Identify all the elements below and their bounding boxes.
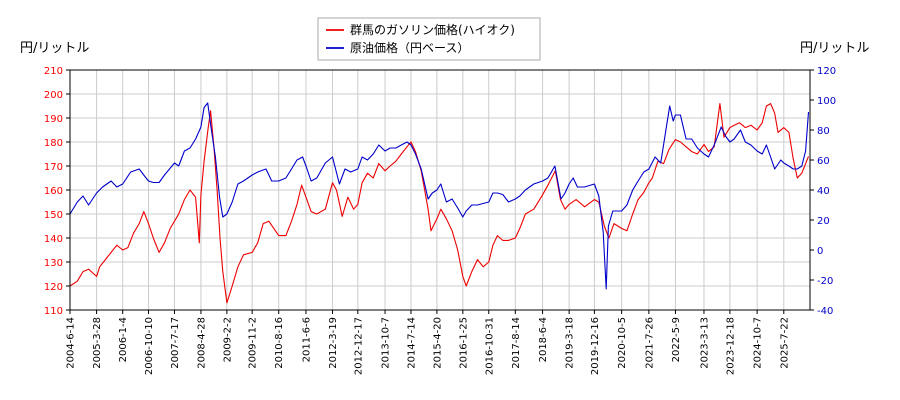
- x-tick-label: 2019-3-18: [565, 317, 576, 369]
- x-tick-label: 2009-2-2: [222, 317, 233, 362]
- grid-layer: [69, 69, 810, 311]
- x-tick-label: 2010-8-16: [274, 317, 285, 369]
- x-tick-label: 2008-4-28: [196, 317, 207, 369]
- right-axis: -40 -20 0 20 40 60 80 100 120: [810, 66, 836, 317]
- x-tick-label: 2004-6-14: [66, 317, 77, 369]
- left-tick-label: 190: [44, 114, 63, 125]
- x-tick-label: 2014-7-14: [406, 317, 417, 369]
- series-layer: [69, 102, 810, 304]
- right-tick-label: 120: [817, 66, 836, 77]
- x-tick-label: 2023-12-18: [725, 317, 736, 375]
- x-tick-label: 2016-10-31: [484, 317, 495, 375]
- x-tick-label: 2006-10-10: [144, 317, 155, 375]
- right-tick-label: 0: [817, 246, 823, 257]
- left-tick-label: 210: [44, 66, 63, 77]
- right-tick-label: 40: [817, 186, 830, 197]
- series-line-gasoline: [69, 103, 810, 304]
- x-tick-label: 2007-7-17: [170, 317, 181, 369]
- x-tick-label: 2025-7-22: [779, 317, 790, 369]
- right-tick-label: 60: [817, 156, 830, 167]
- left-tick-label: 110: [44, 306, 63, 317]
- x-tick-label: 2011-6-6: [301, 317, 312, 362]
- x-tick-label: 2024-10-7: [753, 317, 764, 369]
- right-tick-label: -40: [817, 306, 833, 317]
- legend-box: [317, 17, 541, 61]
- series-line-crude: [69, 102, 810, 290]
- left-axis: 110 120 130 140 150 160 170 180 190 200 210: [44, 66, 70, 317]
- x-tick-label: 2021-7-26: [644, 317, 655, 369]
- left-tick-label: 140: [44, 234, 63, 245]
- left-tick-label: 150: [44, 210, 63, 221]
- x-tick-label: 2017-8-14: [511, 317, 522, 369]
- right-axis-unit-label: 円/リットル: [800, 41, 869, 56]
- left-tick-label: 200: [44, 90, 63, 101]
- x-tick-label: 2022-5-9: [671, 317, 682, 362]
- legend: 群馬のガソリン価格(ハイオク) 原油価格（円ベース）: [317, 17, 541, 61]
- legend-label-gasoline: 群馬のガソリン価格(ハイオク): [350, 22, 515, 37]
- right-tick-label: -20: [817, 276, 833, 287]
- x-tick-label: 2023-3-13: [699, 317, 710, 369]
- x-tick-label: 2006-1-4: [118, 317, 129, 362]
- left-tick-label: 180: [44, 138, 63, 149]
- x-tick-label: 2016-1-25: [458, 317, 469, 369]
- left-tick-label: 170: [44, 162, 63, 173]
- x-tick-label: 2005-3-28: [92, 317, 103, 369]
- left-tick-label: 120: [44, 282, 63, 293]
- legend-label-crude: 原油価格（円ベース）: [350, 40, 469, 55]
- right-tick-label: 80: [817, 126, 830, 137]
- x-tick-label: 2019-12-16: [590, 317, 601, 375]
- right-tick-label: 100: [817, 96, 836, 107]
- left-tick-label: 160: [44, 186, 63, 197]
- x-tick-label: 2009-11-2: [248, 317, 259, 369]
- right-tick-label: 20: [817, 216, 830, 227]
- x-tick-label: 2018-6-4: [538, 317, 549, 362]
- left-tick-label: 130: [44, 258, 63, 269]
- left-axis-unit-label: 円/リットル: [20, 41, 89, 56]
- x-tick-label: 2013-10-7: [381, 317, 392, 369]
- x-tick-label: 2020-10-5: [617, 317, 628, 369]
- x-tick-label: 2012-3-19: [328, 317, 339, 369]
- x-axis: 2004-6-14 2005-3-28 2006-1-4 2006-10-10 2007…: [66, 310, 790, 375]
- x-tick-label: 2012-12-17: [353, 317, 364, 375]
- x-tick-label: 2015-4-20: [432, 317, 443, 369]
